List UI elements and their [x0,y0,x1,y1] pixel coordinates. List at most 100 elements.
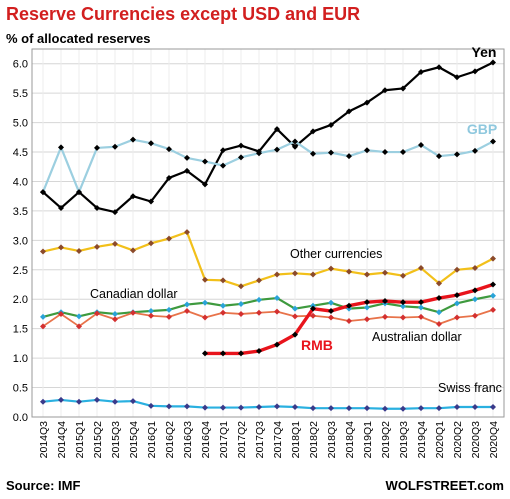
data-point-australian-dollar [256,309,262,316]
x-tick-label: 2018Q4 [344,421,356,459]
data-point-gbp [346,153,352,160]
data-point-other-currencies [328,265,334,272]
data-point-yen [274,126,280,133]
data-point-gbp [40,189,46,196]
data-point-yen [346,108,352,115]
x-tick-label: 2020Q4 [488,421,500,459]
x-tick-label: 2016Q1 [146,421,158,459]
data-point-australian-dollar [76,323,82,330]
data-point-rmb [436,295,442,302]
x-tick-label: 2019Q3 [398,421,410,459]
data-point-gbp [76,189,82,196]
y-tick-label: 4.5 [13,147,28,159]
y-tick-label: 3.0 [13,235,28,247]
data-point-yen [238,142,244,149]
data-point-yen [436,64,442,71]
data-point-australian-dollar [328,314,334,321]
data-point-other-currencies [202,276,208,283]
data-point-australian-dollar [94,310,100,317]
data-point-other-currencies [400,272,406,279]
data-point-canadian-dollar [256,296,262,303]
data-point-swiss-franc [166,403,172,410]
data-point-australian-dollar [418,313,424,320]
data-point-australian-dollar [310,312,316,319]
data-point-yen [58,204,64,211]
data-point-gbp [256,150,262,157]
data-point-swiss-franc [256,403,262,410]
data-point-yen [94,204,100,211]
data-point-yen [310,128,316,135]
data-point-rmb [472,287,478,294]
series-label-yen: Yen [472,44,497,60]
data-point-yen [454,74,460,81]
series-label-other-currencies: Other currencies [290,247,382,261]
data-point-australian-dollar [490,306,496,313]
data-point-swiss-franc [346,405,352,412]
data-point-gbp [328,149,334,156]
data-point-australian-dollar [112,316,118,323]
data-point-gbp [400,149,406,156]
data-point-australian-dollar [454,314,460,321]
data-point-australian-dollar [166,313,172,320]
data-point-other-currencies [346,268,352,275]
data-point-canadian-dollar [112,310,118,317]
series-line-yen [42,61,494,214]
data-point-canadian-dollar [184,301,190,308]
data-point-swiss-franc [490,403,496,410]
data-point-other-currencies [130,247,136,254]
data-point-gbp [382,149,388,156]
data-point-swiss-franc [274,403,280,410]
data-point-other-currencies [76,247,82,254]
x-tick-label: 2018Q3 [326,421,338,459]
data-point-other-currencies [184,229,190,236]
data-point-canadian-dollar [418,304,424,311]
data-point-swiss-franc [382,405,388,412]
y-tick-label: 2.0 [13,294,28,306]
data-point-swiss-franc [148,402,154,409]
data-point-gbp [310,150,316,157]
data-point-australian-dollar [184,308,190,315]
data-point-other-currencies [166,235,172,242]
data-point-gbp [490,138,496,145]
data-point-yen [130,193,136,200]
data-point-australian-dollar [400,314,406,321]
data-point-swiss-franc [130,398,136,405]
data-point-gbp [130,136,136,143]
data-point-other-currencies [112,240,118,247]
chart-subtitle: % of allocated reserves [6,31,151,46]
plot-frame [31,48,505,418]
y-tick-label: 2.5 [13,265,28,277]
x-tick-label: 2014Q4 [56,421,68,459]
data-point-rmb [310,305,316,312]
data-point-australian-dollar [238,310,244,317]
x-tick-label: 2017Q3 [254,421,266,459]
series-line-other-currencies [42,231,494,288]
x-tick-label: 2015Q3 [110,421,122,459]
data-point-rmb [256,348,262,355]
y-tick-label: 1.5 [13,324,28,336]
data-point-rmb [346,302,352,309]
data-point-yen [418,68,424,75]
data-point-swiss-franc [58,396,64,403]
data-point-canadian-dollar [274,295,280,302]
y-tick-label: 1.0 [13,353,28,365]
data-point-australian-dollar [202,314,208,321]
data-point-rmb [292,331,298,338]
data-point-swiss-franc [76,398,82,405]
data-point-rmb [202,350,208,357]
data-point-canadian-dollar [364,304,370,311]
data-point-gbp [436,153,442,160]
data-point-yen [382,87,388,94]
data-point-other-currencies [364,271,370,278]
data-point-swiss-franc [436,405,442,412]
data-point-australian-dollar [130,309,136,316]
data-point-yen [490,59,496,66]
data-point-swiss-franc [472,403,478,410]
data-point-canadian-dollar [328,299,334,306]
data-point-gbp [148,140,154,147]
data-point-other-currencies [238,283,244,290]
y-tick-label: 0.0 [13,412,28,424]
data-point-swiss-franc [112,398,118,405]
data-point-rmb [382,298,388,305]
